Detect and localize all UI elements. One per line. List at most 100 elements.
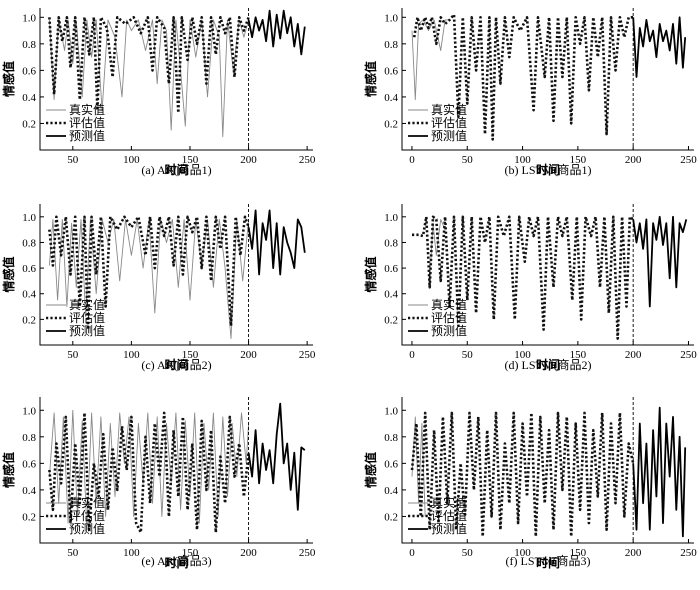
x-tick-label: 50: [462, 547, 474, 559]
series-line-forecast: [632, 215, 688, 308]
axis-frame: [401, 397, 694, 544]
series-line-actual: [411, 19, 451, 101]
chart-panel-6: 0 50 100 150 200 250 0.2 0.4 0.6 0.8 1.0 时间 情感值真实值评估…: [363, 397, 697, 570]
x-axis-title: 时间: [536, 555, 560, 570]
x-tick-label: 50: [67, 154, 79, 166]
legend-label-actual: 真实值: [69, 495, 105, 510]
y-tick-label: 1.0: [384, 405, 398, 417]
x-tick-label: 200: [625, 547, 642, 559]
x-tick-label: 250: [299, 349, 316, 361]
y-tick-label: 0.8: [22, 39, 36, 51]
panel-caption: (b) LSTM(商品1): [505, 162, 592, 177]
x-tick-label: 100: [514, 349, 531, 361]
series-line-estimate: [48, 15, 250, 115]
x-axis-title: 时间: [536, 357, 560, 372]
x-tick-label: 0: [409, 349, 415, 361]
y-tick-label: 0.2: [384, 118, 398, 130]
panel-caption: (f) LSTM(商品3): [506, 553, 591, 568]
x-tick-label: 200: [240, 349, 257, 361]
x-tick-label: 50: [67, 547, 79, 559]
legend-label-estimate: 评估值: [69, 310, 105, 325]
legend-label-estimate: 评估值: [431, 310, 467, 325]
x-axis-title: 时间: [164, 555, 188, 570]
y-tick-label: 1.0: [22, 405, 36, 417]
series-line-forecast: [247, 209, 306, 276]
series-line-forecast: [632, 406, 687, 538]
legend-label-actual: 真实值: [69, 297, 105, 312]
series-line-estimate: [410, 411, 635, 538]
series-line-estimate: [48, 411, 250, 534]
x-tick-label: 250: [299, 547, 316, 559]
y-tick-label: 0.8: [22, 237, 36, 249]
y-tick-label: 1.0: [22, 12, 36, 24]
legend-label-forecast: 预测值: [69, 128, 105, 143]
y-tick-label: 0.2: [22, 118, 36, 130]
legend-label-actual: 真实值: [431, 102, 467, 117]
x-tick-label: 0: [409, 547, 415, 559]
y-tick-label: 0.2: [384, 314, 398, 326]
y-tick-label: 0.2: [22, 511, 36, 523]
x-tick-label: 250: [680, 349, 697, 361]
x-tick-label: 100: [514, 154, 531, 166]
legend-label-actual: 真实值: [69, 102, 105, 117]
x-tick-label: 50: [67, 349, 79, 361]
x-tick-label: 250: [680, 547, 697, 559]
x-tick-label: 200: [240, 154, 257, 166]
chart-panel-1: 50 100 150 200 250 0.2 0.4 0.6 0.8 1.0 时间 情感值真实值评估值…: [1, 8, 316, 177]
x-tick-label: 100: [123, 547, 140, 559]
panel-caption: (c) AR(商品2): [141, 357, 211, 372]
x-tick-label: 0: [409, 154, 415, 166]
x-tick-label: 200: [625, 154, 642, 166]
x-tick-label: 150: [570, 547, 587, 559]
x-tick-label: 100: [123, 349, 140, 361]
x-tick-label: 100: [123, 154, 140, 166]
axis-frame: [401, 204, 694, 346]
y-axis-title: 情感值: [363, 61, 378, 97]
series-line-estimate: [412, 13, 634, 141]
axis-frame: [401, 8, 694, 151]
x-tick-label: 100: [514, 547, 531, 559]
x-tick-label: 50: [462, 349, 474, 361]
y-tick-label: 0.4: [22, 92, 36, 104]
axis-frame: [39, 204, 313, 346]
x-tick-label: 150: [570, 154, 587, 166]
y-axis-title: 情感值: [363, 452, 378, 488]
legend-label-actual: 真实值: [431, 297, 467, 312]
y-tick-label: 0.2: [384, 511, 398, 523]
y-tick-label: 0.8: [22, 432, 36, 444]
y-axis-title: 情感值: [1, 452, 16, 488]
y-tick-label: 0.8: [384, 39, 398, 51]
chart-panel-5: 50 100 150 200 250 0.2 0.4 0.6 0.8 1.0 时间 情感值真实值评估值…: [1, 397, 316, 570]
y-tick-label: 1.0: [22, 212, 36, 224]
series-line-forecast: [632, 16, 687, 78]
y-tick-label: 0.6: [384, 263, 398, 275]
panel-caption: (d) LSTM(商品2): [505, 357, 592, 372]
legend-label-forecast: 预测值: [431, 323, 467, 338]
legend-label-estimate: 评估值: [431, 508, 467, 523]
y-tick-label: 0.2: [22, 314, 36, 326]
x-tick-label: 150: [182, 349, 199, 361]
y-tick-label: 0.6: [384, 65, 398, 77]
x-tick-label: 200: [625, 349, 642, 361]
legend-label-forecast: 预测值: [69, 521, 105, 536]
series-line-forecast: [247, 9, 306, 56]
x-axis-title: 时间: [536, 162, 560, 177]
y-tick-label: 0.8: [384, 432, 398, 444]
y-axis-title: 情感值: [1, 256, 16, 292]
x-tick-label: 250: [680, 154, 697, 166]
y-tick-label: 0.4: [384, 92, 398, 104]
series-line-forecast: [247, 402, 306, 511]
x-axis-title: 时间: [164, 162, 188, 177]
chart-panel-3: 50 100 150 200 250 0.2 0.4 0.6 0.8 1.0 时间 情感值真实值评估值…: [1, 204, 316, 372]
legend-label-actual: 真实值: [431, 495, 467, 510]
legend-label-forecast: 预测值: [431, 128, 467, 143]
x-tick-label: 150: [182, 547, 199, 559]
panel-caption: (e) AR(商品3): [141, 553, 211, 568]
